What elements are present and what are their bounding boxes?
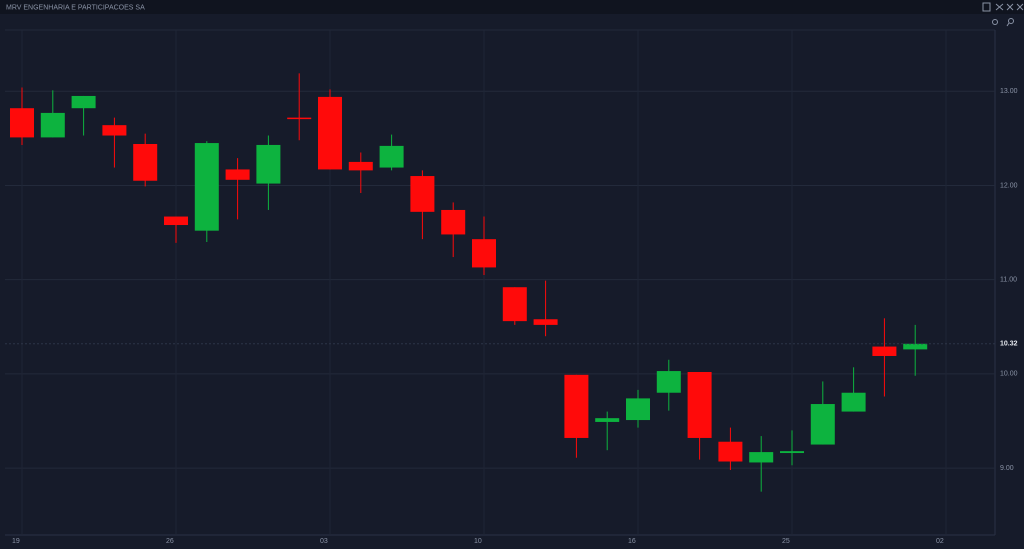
y-tick-label: 9.00 <box>1000 465 1014 472</box>
candle-body <box>379 145 404 168</box>
candle-body <box>502 287 527 322</box>
search-icon[interactable] <box>1008 18 1014 24</box>
candle-body <box>71 95 96 109</box>
candle-body <box>40 112 65 138</box>
candle-body <box>194 143 219 231</box>
candle-body <box>348 161 373 171</box>
close-icon[interactable] <box>1016 3 1024 11</box>
candle-body <box>656 371 681 393</box>
y-tick-label: 13.00 <box>1000 88 1018 95</box>
candle-body <box>841 392 866 412</box>
x-tick-label: 02 <box>936 538 944 545</box>
candle-body <box>410 176 435 212</box>
header-bar <box>0 0 1024 14</box>
window-icons[interactable] <box>982 2 1024 27</box>
x-tick-label: 26 <box>166 538 174 545</box>
candle-body <box>164 216 188 226</box>
candle-body <box>472 239 496 268</box>
lock-icon[interactable] <box>992 19 998 25</box>
candle-body <box>133 144 158 181</box>
candle-body <box>780 451 804 454</box>
x-tick-label: 19 <box>12 538 20 545</box>
candle-body <box>687 372 712 438</box>
settings-icon[interactable] <box>995 3 1004 11</box>
candle-body <box>718 441 743 462</box>
x-tick-label: 16 <box>628 538 636 545</box>
x-tick-label: 25 <box>782 538 790 545</box>
candle-body <box>595 418 620 422</box>
candle-body <box>810 404 835 445</box>
candle-body <box>533 319 558 325</box>
y-tick-label: 10.00 <box>1000 371 1018 378</box>
candle-body <box>287 117 312 120</box>
candle-body <box>318 96 342 170</box>
chart-title: MRV ENGENHARIA E PARTICIPACOES SA <box>6 4 145 11</box>
x-tick-label: 10 <box>474 538 482 545</box>
candle-body <box>256 144 281 184</box>
candle-body <box>10 108 34 138</box>
y-tick-label: 12.00 <box>1000 182 1018 189</box>
candle-body <box>225 169 250 180</box>
detach-icon[interactable] <box>982 2 991 12</box>
search-icon-handle <box>1006 22 1010 27</box>
candle-body <box>564 374 589 438</box>
candle-body <box>903 343 928 350</box>
candle-body <box>749 452 774 463</box>
candle-body <box>872 346 897 356</box>
candle-body <box>441 209 466 235</box>
x-tick-label: 03 <box>320 538 328 545</box>
y-tick-label: 11.00 <box>1000 277 1017 284</box>
candle-body <box>626 398 650 421</box>
maximize-icon[interactable] <box>1006 3 1014 11</box>
candle-body <box>102 125 127 136</box>
last-price-label: 10.32 <box>1000 341 1018 348</box>
